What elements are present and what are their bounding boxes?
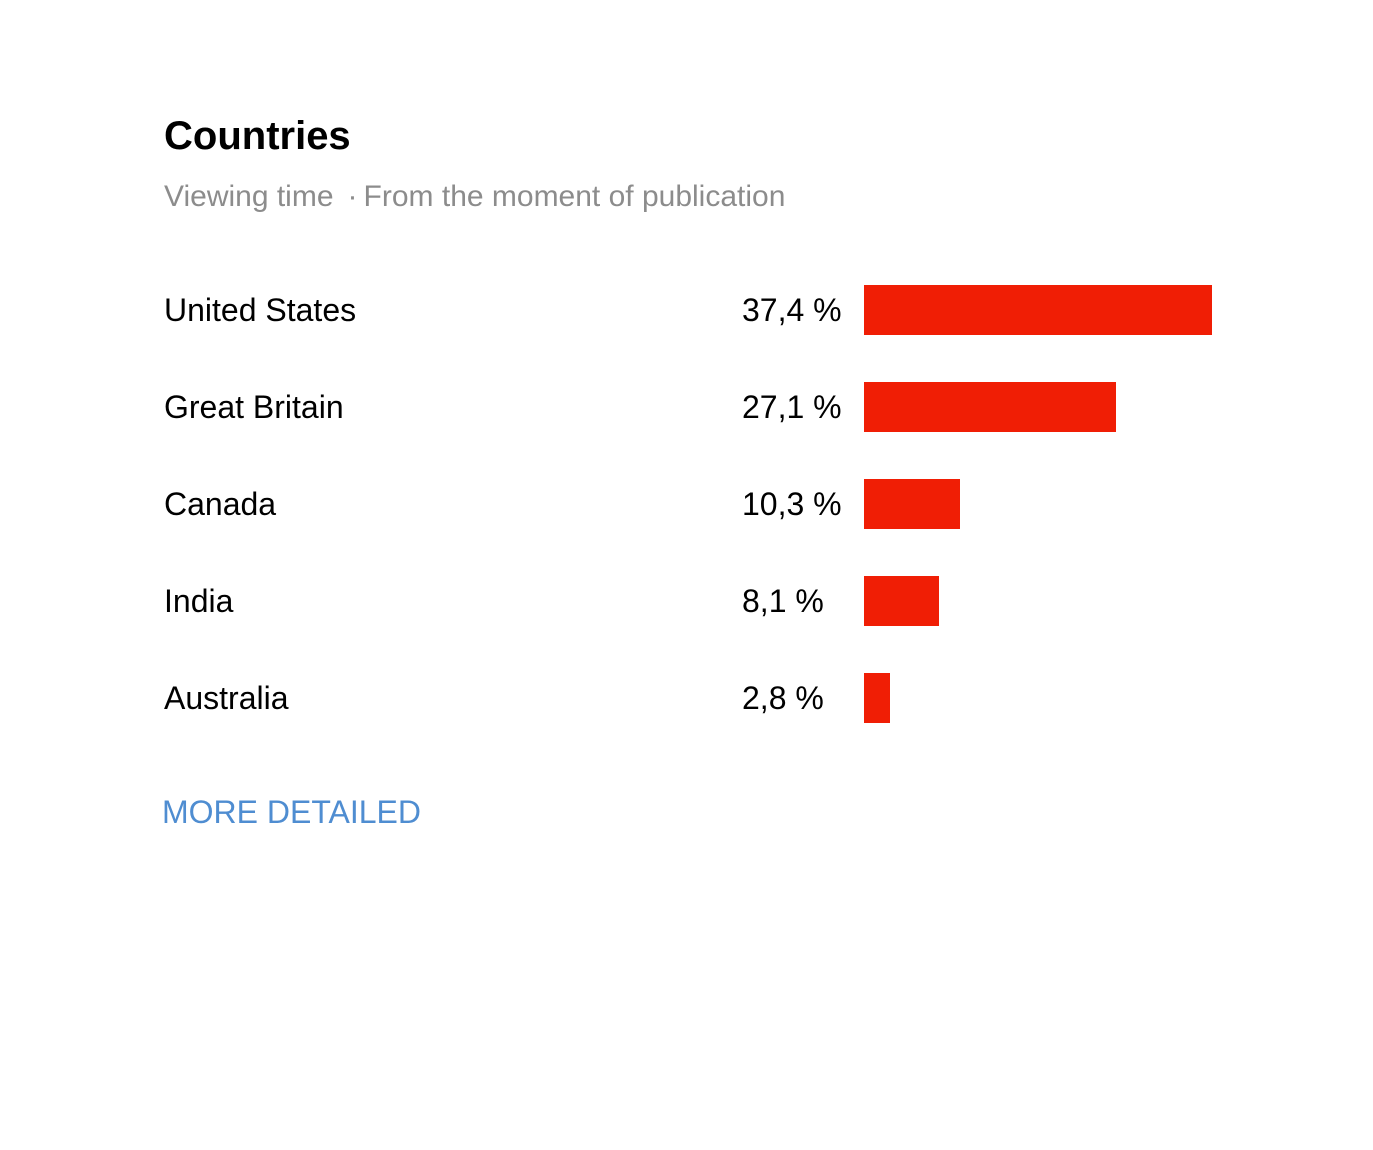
country-row: India 8,1 % — [164, 576, 1264, 626]
metric-label: Viewing time — [164, 180, 334, 213]
period-label: From the moment of publication — [363, 180, 786, 213]
country-bar — [864, 479, 960, 529]
card-title: Countries — [164, 114, 351, 158]
country-name: Great Britain — [164, 389, 344, 425]
country-percent: 27,1 % — [742, 389, 842, 425]
country-name: Canada — [164, 486, 277, 522]
country-list: United States 37,4 % Great Britain 27,1 … — [164, 285, 1264, 770]
more-detailed-link[interactable]: MORE DETAILED — [162, 794, 421, 830]
country-name: United States — [164, 292, 357, 328]
country-bar — [864, 285, 1212, 335]
country-bar — [864, 673, 891, 723]
country-bar — [864, 382, 1117, 432]
country-percent: 37,4 % — [742, 292, 842, 328]
subtitle-separator: · — [347, 180, 358, 213]
country-row: Great Britain 27,1 % — [164, 382, 1264, 432]
country-percent: 8,1 % — [742, 583, 824, 619]
card-subtitle: Viewing time · From the moment of publicat… — [164, 178, 785, 216]
country-percent: 2,8 % — [742, 680, 824, 716]
country-name: India — [164, 583, 234, 619]
country-row: Canada 10,3 % — [164, 479, 1264, 529]
country-name: Australia — [164, 680, 289, 716]
country-row: United States 37,4 % — [164, 285, 1264, 335]
country-percent: 10,3 % — [742, 486, 842, 522]
country-row: Australia 2,8 % — [164, 673, 1264, 723]
country-bar — [864, 576, 940, 626]
